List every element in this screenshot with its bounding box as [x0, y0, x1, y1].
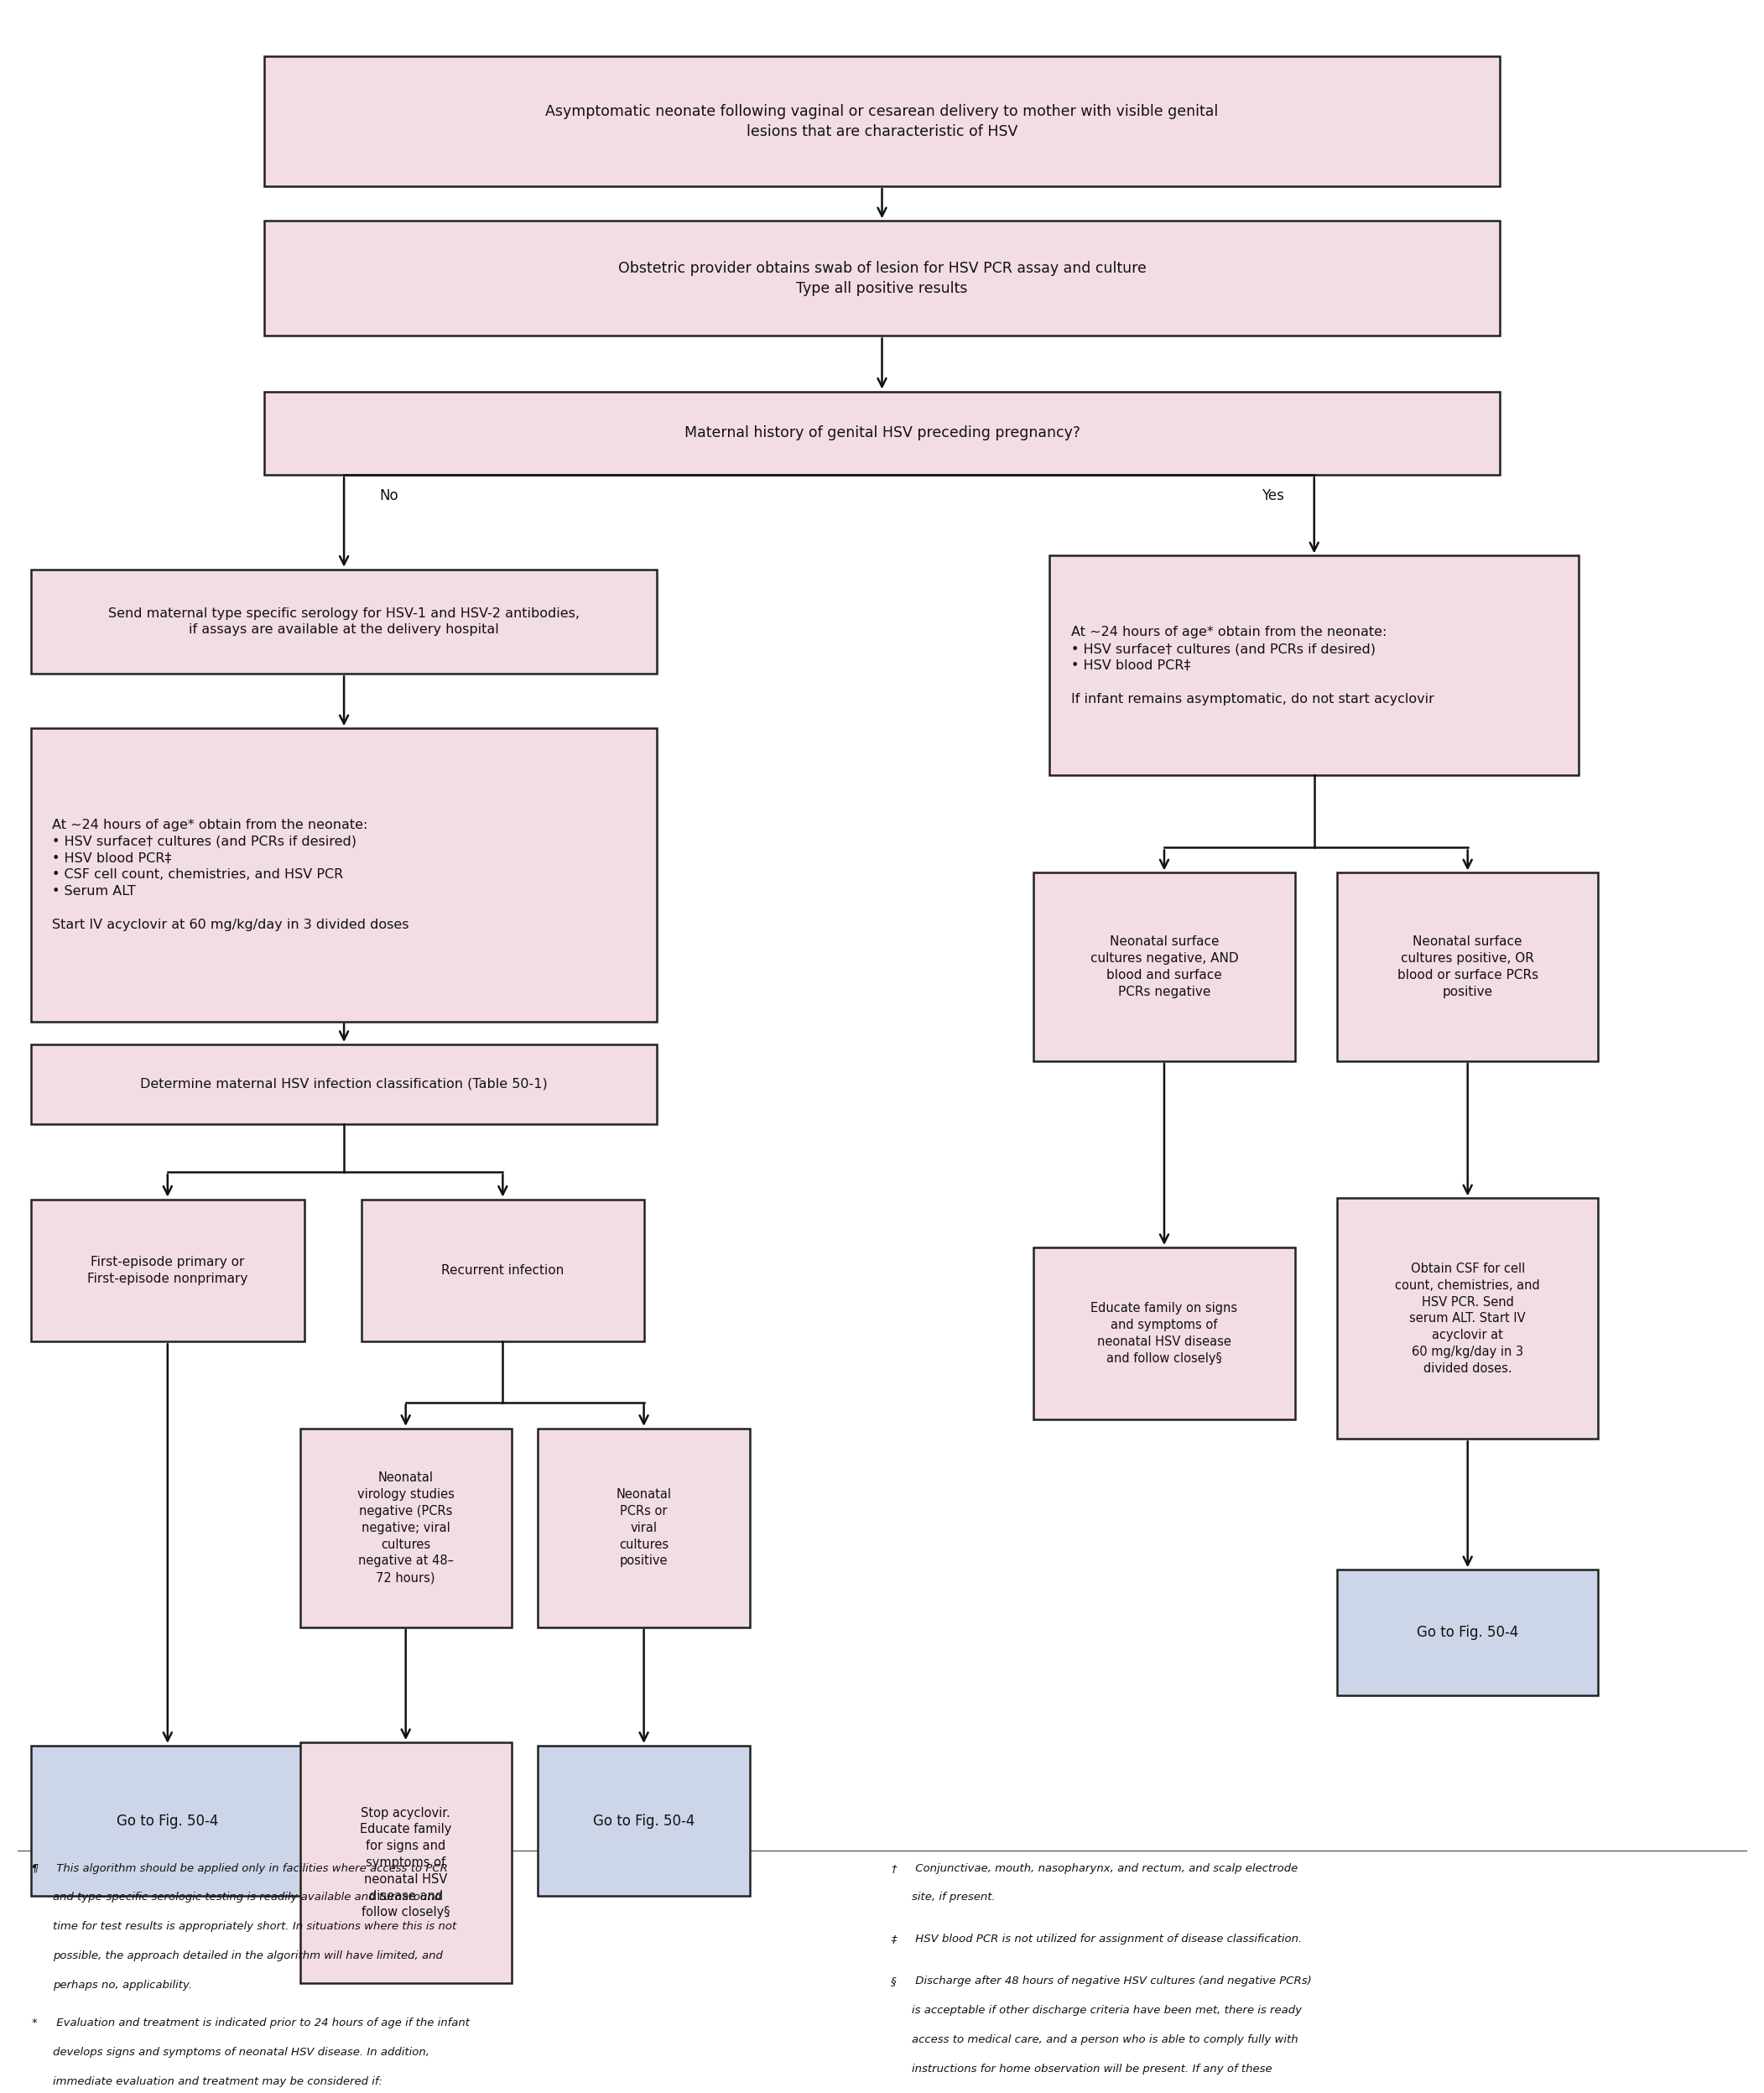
- Text: ¶: ¶: [32, 1863, 39, 1873]
- Text: Obtain CSF for cell
count, chemistries, and
HSV PCR. Send
serum ALT. Start IV
ac: Obtain CSF for cell count, chemistries, …: [1395, 1262, 1540, 1375]
- FancyBboxPatch shape: [300, 1427, 512, 1628]
- FancyBboxPatch shape: [1050, 555, 1579, 774]
- Text: immediate evaluation and treatment may be considered if:: immediate evaluation and treatment may b…: [53, 2076, 383, 2087]
- Text: HSV blood PCR is not utilized for assignment of disease classification.: HSV blood PCR is not utilized for assign…: [912, 1934, 1302, 1944]
- Text: Neonatal surface
cultures negative, AND
blood and surface
PCRs negative: Neonatal surface cultures negative, AND …: [1090, 936, 1238, 998]
- FancyBboxPatch shape: [538, 1427, 750, 1628]
- Text: time for test results is appropriately short. In situations where this is not: time for test results is appropriately s…: [53, 1921, 457, 1932]
- Text: Maternal history of genital HSV preceding pregnancy?: Maternal history of genital HSV precedin…: [684, 425, 1080, 442]
- Text: At ~24 hours of age* obtain from the neonate:
• HSV surface† cultures (and PCRs : At ~24 hours of age* obtain from the neo…: [53, 818, 409, 931]
- FancyBboxPatch shape: [32, 569, 656, 674]
- FancyBboxPatch shape: [362, 1199, 644, 1342]
- FancyBboxPatch shape: [1034, 1247, 1295, 1419]
- Text: At ~24 hours of age* obtain from the neonate:
• HSV surface† cultures (and PCRs : At ~24 hours of age* obtain from the neo…: [1071, 626, 1434, 705]
- FancyBboxPatch shape: [265, 391, 1499, 475]
- Text: Conjunctivae, mouth, nasopharynx, and rectum, and scalp electrode: Conjunctivae, mouth, nasopharynx, and re…: [912, 1863, 1298, 1873]
- Text: possible, the approach detailed in the algorithm will have limited, and: possible, the approach detailed in the a…: [53, 1951, 443, 1961]
- Text: Go to Fig. 50-4: Go to Fig. 50-4: [1416, 1624, 1519, 1641]
- Text: develops signs and symptoms of neonatal HSV disease. In addition,: develops signs and symptoms of neonatal …: [53, 2047, 430, 2057]
- Text: Go to Fig. 50-4: Go to Fig. 50-4: [116, 1813, 219, 1829]
- FancyBboxPatch shape: [32, 1746, 303, 1896]
- Text: site, if present.: site, if present.: [912, 1892, 995, 1903]
- Text: perhaps no, applicability.: perhaps no, applicability.: [53, 1980, 192, 1990]
- FancyBboxPatch shape: [1337, 1197, 1598, 1440]
- Text: Yes: Yes: [1261, 488, 1284, 504]
- Text: Stop acyclovir.
Educate family
for signs and
symptoms of
neonatal HSV
disease an: Stop acyclovir. Educate family for signs…: [360, 1806, 452, 1919]
- FancyBboxPatch shape: [265, 220, 1499, 335]
- FancyBboxPatch shape: [1337, 873, 1598, 1061]
- Text: Evaluation and treatment is indicated prior to 24 hours of age if the infant: Evaluation and treatment is indicated pr…: [53, 2018, 469, 2028]
- Text: is acceptable if other discharge criteria have been met, there is ready: is acceptable if other discharge criteri…: [912, 2005, 1302, 2016]
- FancyBboxPatch shape: [32, 728, 656, 1021]
- Text: access to medical care, and a person who is able to comply fully with: access to medical care, and a person who…: [912, 2034, 1298, 2045]
- Text: Neonatal
PCRs or
viral
cultures
positive: Neonatal PCRs or viral cultures positive: [616, 1488, 672, 1568]
- Text: †: †: [891, 1863, 896, 1873]
- FancyBboxPatch shape: [1337, 1570, 1598, 1695]
- FancyBboxPatch shape: [300, 1741, 512, 1984]
- Text: Recurrent infection: Recurrent infection: [441, 1264, 564, 1277]
- Text: instructions for home observation will be present. If any of these: instructions for home observation will b…: [912, 2064, 1272, 2074]
- Text: Obstetric provider obtains swab of lesion for HSV PCR assay and culture
Type all: Obstetric provider obtains swab of lesio…: [617, 262, 1147, 295]
- Text: Determine maternal HSV infection classification (Table 50-1): Determine maternal HSV infection classif…: [141, 1078, 547, 1090]
- FancyBboxPatch shape: [1034, 873, 1295, 1061]
- FancyBboxPatch shape: [32, 1044, 656, 1124]
- Text: Neonatal
virology studies
negative (PCRs
negative; viral
cultures
negative at 48: Neonatal virology studies negative (PCRs…: [356, 1471, 455, 1584]
- Text: Neonatal surface
cultures positive, OR
blood or surface PCRs
positive: Neonatal surface cultures positive, OR b…: [1397, 936, 1538, 998]
- FancyBboxPatch shape: [32, 1199, 303, 1342]
- Text: Go to Fig. 50-4: Go to Fig. 50-4: [593, 1813, 695, 1829]
- Text: Send maternal type specific serology for HSV-1 and HSV-2 antibodies,
if assays a: Send maternal type specific serology for…: [108, 607, 580, 636]
- Text: §: §: [891, 1976, 896, 1986]
- Text: Educate family on signs
and symptoms of
neonatal HSV disease
and follow closely§: Educate family on signs and symptoms of …: [1090, 1302, 1238, 1365]
- Text: *: *: [32, 2018, 37, 2028]
- Text: ‡: ‡: [891, 1934, 896, 1944]
- Text: Asymptomatic neonate following vaginal or cesarean delivery to mother with visib: Asymptomatic neonate following vaginal o…: [545, 105, 1219, 138]
- Text: First-episode primary or
First-episode nonprimary: First-episode primary or First-episode n…: [86, 1256, 249, 1285]
- FancyBboxPatch shape: [265, 57, 1499, 186]
- Text: and type-specific serologic testing is readily available and turnaround: and type-specific serologic testing is r…: [53, 1892, 441, 1903]
- Text: This algorithm should be applied only in facilities where access to PCR: This algorithm should be applied only in…: [53, 1863, 448, 1873]
- Text: No: No: [379, 488, 399, 504]
- Text: Discharge after 48 hours of negative HSV cultures (and negative PCRs): Discharge after 48 hours of negative HSV…: [912, 1976, 1312, 1986]
- FancyBboxPatch shape: [538, 1746, 750, 1896]
